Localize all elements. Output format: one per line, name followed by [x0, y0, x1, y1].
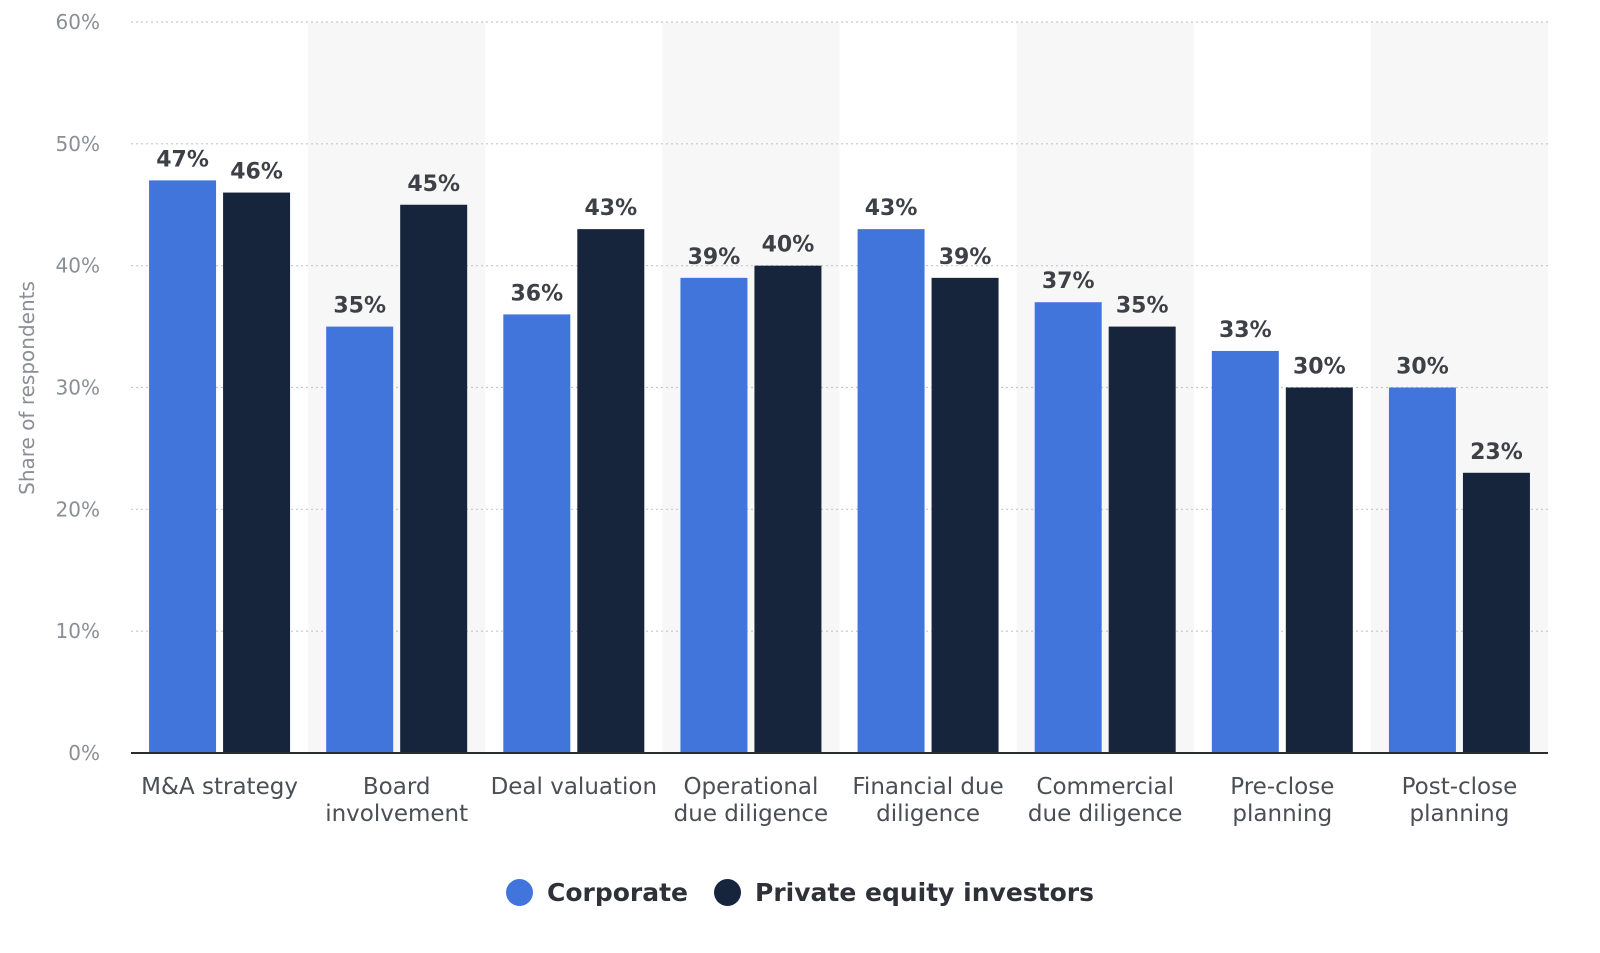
bar-private-equity[interactable] — [1108, 326, 1176, 753]
data-labels: 47% 46% 35% 45% 36% 43% 39% 40% 43% 39% 37% 35% 33% 3… — [156, 147, 1523, 464]
y-tick-label: 30% — [56, 376, 100, 400]
category-label: Post-close planning — [1402, 774, 1518, 827]
data-label: 35% — [333, 294, 386, 319]
y-axis-title: Share of respondents — [15, 281, 39, 495]
data-label: 36% — [510, 281, 563, 306]
legend-item-private-equity[interactable]: Private equity investors — [714, 878, 1094, 907]
data-label: 39% — [688, 245, 741, 270]
bar-private-equity[interactable] — [577, 229, 645, 753]
y-tick-label: 0% — [68, 741, 100, 765]
bar-corporate[interactable] — [1388, 387, 1456, 754]
category-label: M&A strategy — [141, 774, 298, 800]
category-label: Commercial due diligence — [1028, 774, 1183, 827]
data-label: 35% — [1116, 294, 1169, 319]
y-tick-label: 60% — [56, 10, 100, 34]
category-label: Pre-close planning — [1230, 774, 1334, 827]
bar-private-equity[interactable] — [1285, 387, 1353, 754]
bar-corporate[interactable] — [1211, 350, 1279, 753]
data-label: 47% — [156, 147, 209, 172]
bar-corporate[interactable] — [680, 277, 748, 753]
y-tick-label: 10% — [56, 619, 100, 643]
category-label: Financial due diligence — [852, 774, 1003, 827]
corporate-dot-icon — [505, 879, 533, 906]
data-label: 46% — [230, 160, 283, 185]
category-label: Deal valuation — [491, 774, 657, 800]
bar-corporate[interactable] — [326, 326, 394, 753]
data-label: 39% — [939, 245, 992, 270]
category-label: Operational due diligence — [674, 774, 829, 827]
private-equity-dot-icon — [714, 879, 741, 906]
bar-private-equity[interactable] — [223, 192, 291, 754]
data-label: 23% — [1470, 440, 1523, 465]
bar-corporate[interactable] — [149, 180, 217, 754]
data-label: 43% — [584, 196, 637, 221]
bar-private-equity[interactable] — [931, 277, 999, 753]
legend: Corporate Private equity investors — [0, 878, 1600, 907]
data-label: 33% — [1219, 318, 1272, 343]
bar-corporate[interactable] — [1034, 302, 1102, 753]
y-tick-label: 40% — [56, 254, 100, 278]
bar-private-equity[interactable] — [400, 204, 468, 753]
category-labels: M&A strategy Board involvement Deal valuati… — [141, 774, 1517, 827]
bars — [149, 180, 1530, 754]
y-axis-ticks: 0% 10% 20% 30% 40% 50% 60% — [56, 10, 100, 765]
y-tick-label: 20% — [56, 497, 100, 521]
y-tick-label: 50% — [56, 132, 100, 156]
data-label: 40% — [762, 233, 815, 258]
category-label: Board involvement — [325, 774, 468, 827]
bar-corporate[interactable] — [503, 314, 571, 753]
data-label: 45% — [407, 172, 460, 197]
data-label: 43% — [865, 196, 918, 221]
bar-corporate[interactable] — [857, 229, 925, 753]
bar-private-equity[interactable] — [1462, 472, 1530, 753]
data-label: 30% — [1293, 355, 1346, 380]
bar-private-equity[interactable] — [754, 265, 822, 753]
data-label: 30% — [1396, 355, 1449, 380]
legend-label-corporate: Corporate — [546, 878, 688, 907]
legend-label-private-equity: Private equity investors — [755, 878, 1095, 907]
data-label: 37% — [1042, 269, 1095, 294]
legend-item-corporate[interactable]: Corporate — [505, 878, 688, 907]
